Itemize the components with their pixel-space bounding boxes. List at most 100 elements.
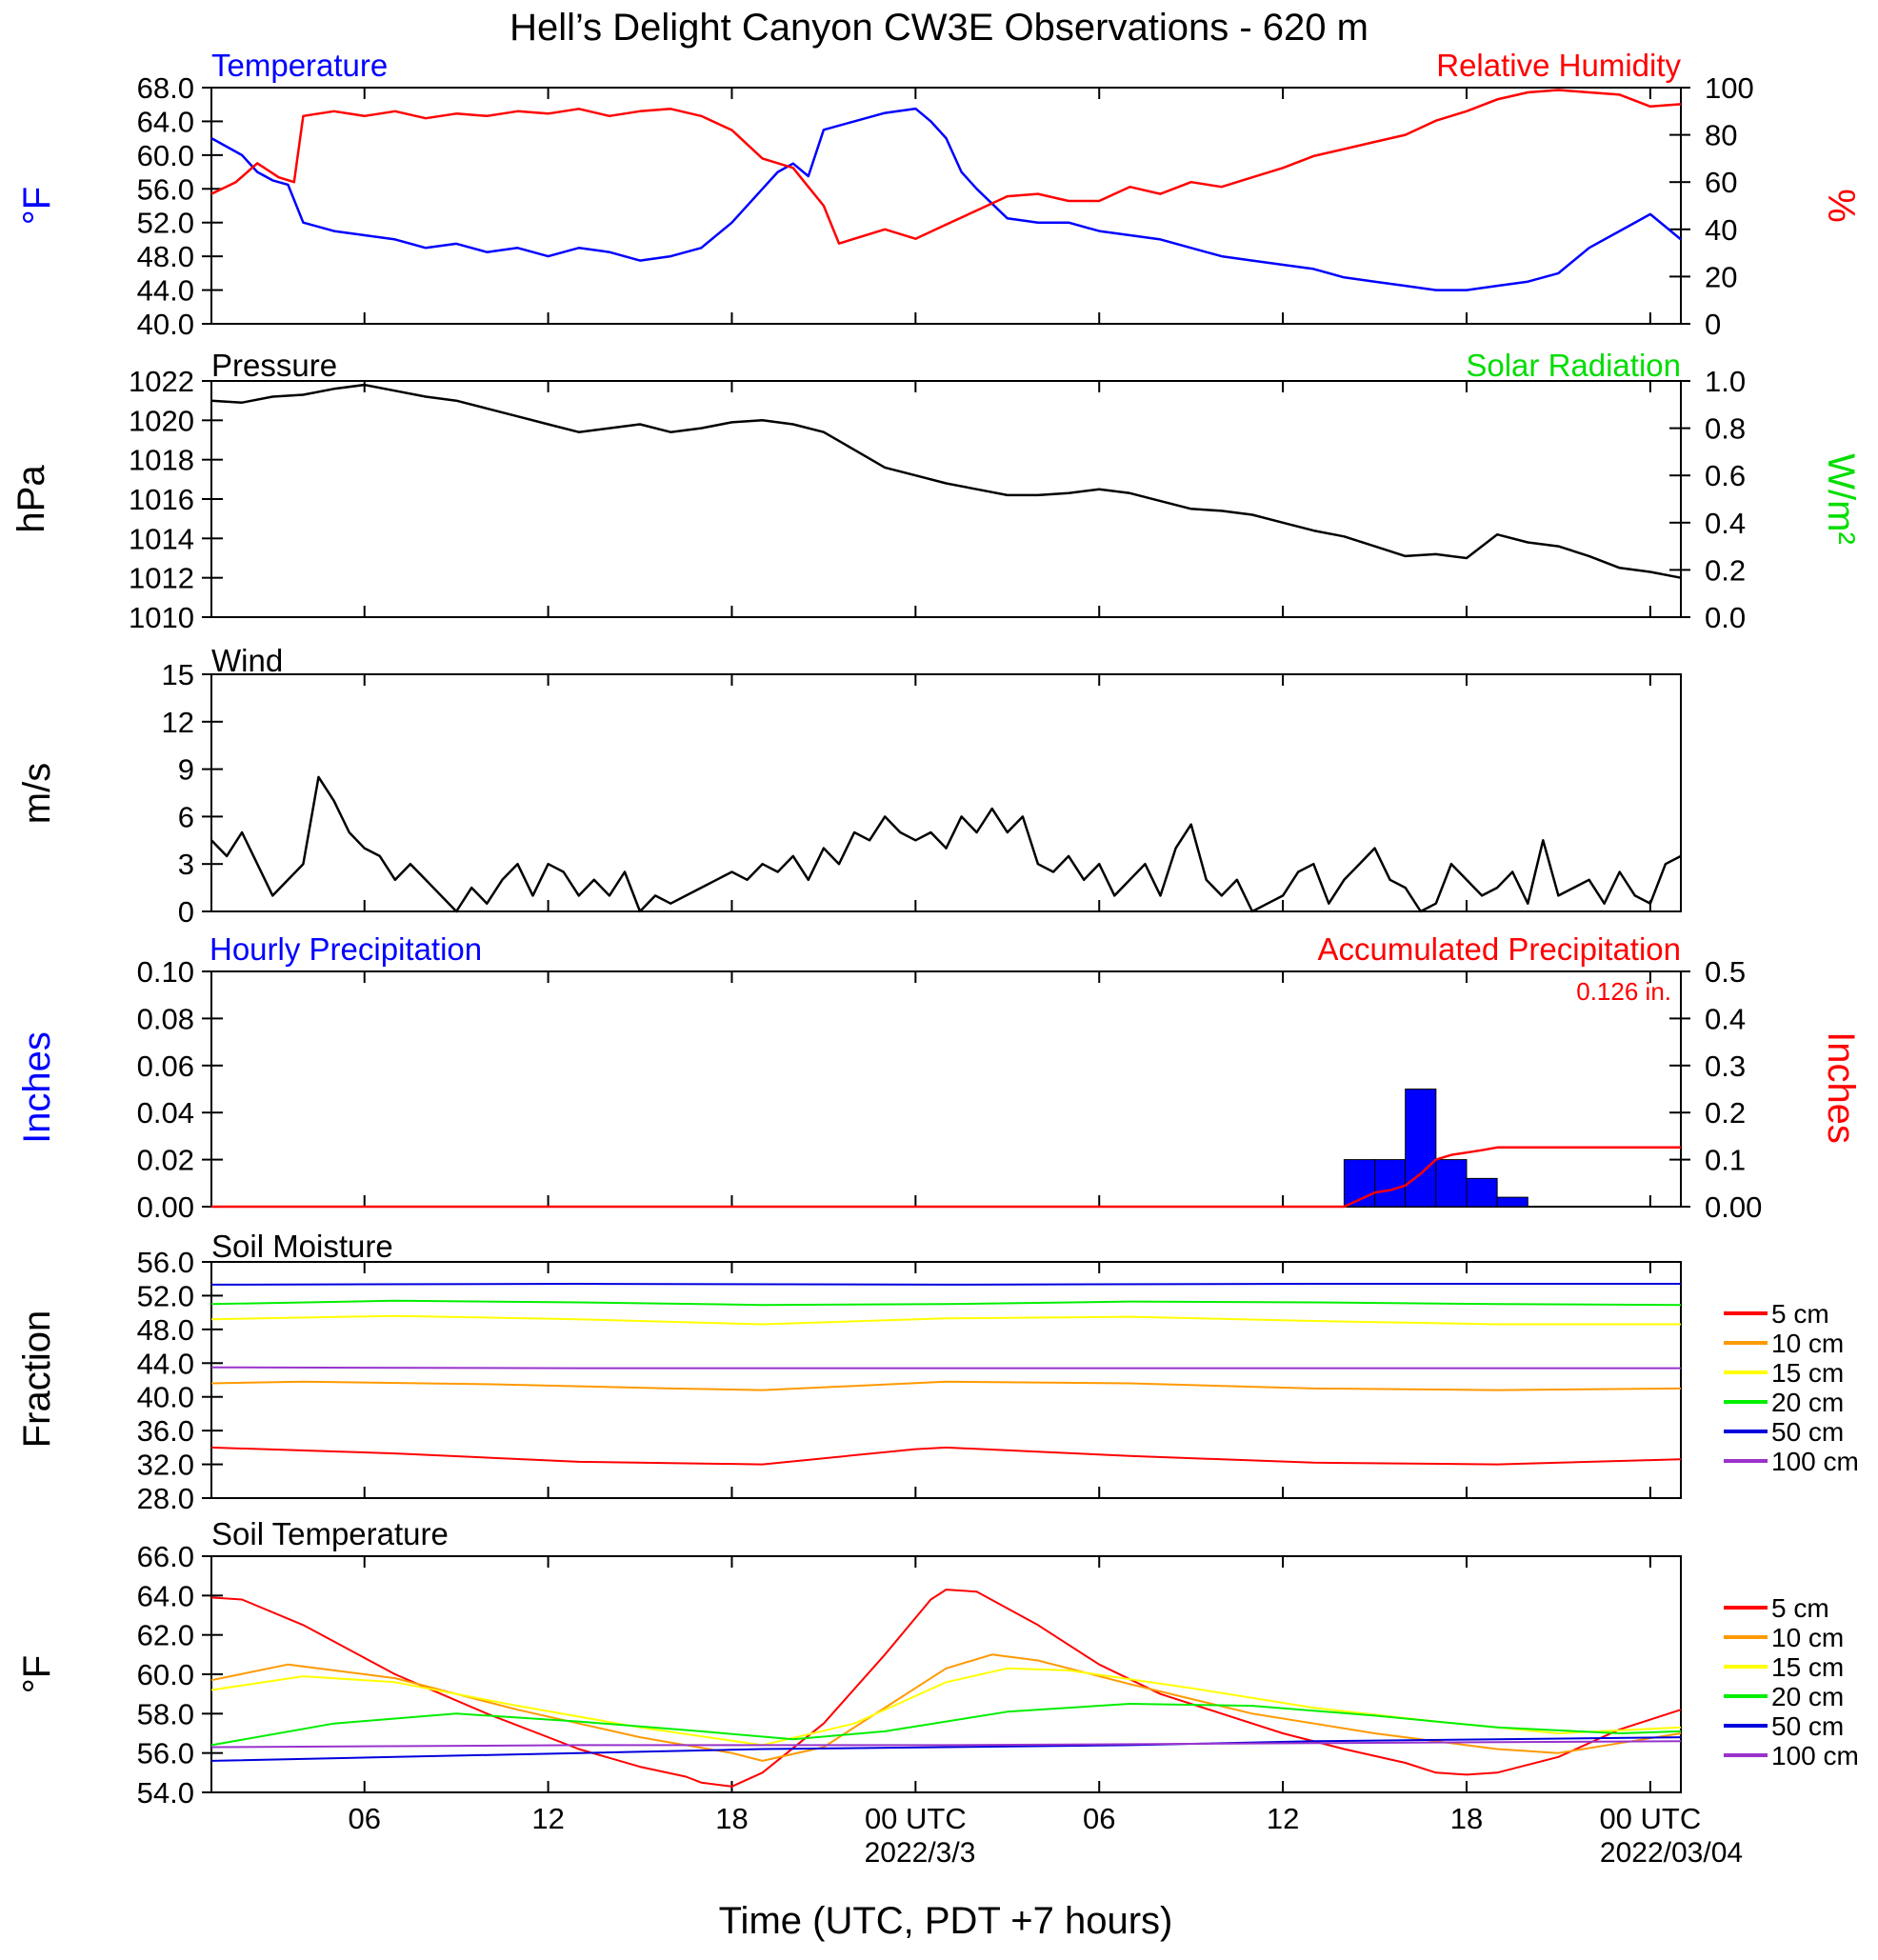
- time-tick-label: 06: [348, 1802, 380, 1835]
- y-left-tick-label: 1010: [129, 601, 194, 634]
- wind-panel: Wind m/s 0 3 6 9 12 15: [16, 643, 1682, 929]
- pressure-panel: Pressure Solar Radiation hPa W/m² 101010…: [10, 348, 1862, 634]
- y-left-tick-label: 56.0: [137, 172, 194, 206]
- wind-plot-content: 0 3 6 9 12 15: [162, 658, 1682, 929]
- series-line: [210, 1736, 1682, 1762]
- precip-bar: [1466, 1177, 1498, 1208]
- y-right-tick-label: 20: [1705, 260, 1737, 293]
- hourly-precip-title: Hourly Precipitation: [210, 931, 482, 967]
- precip-bar: [1405, 1089, 1437, 1208]
- y-left-tick-label: 64.0: [137, 1579, 194, 1612]
- y-left-tick-label: 48.0: [137, 1313, 194, 1347]
- series-line: [210, 107, 1682, 291]
- time-tick-label: 06: [1083, 1802, 1115, 1835]
- y-left-tick-label: 56.0: [137, 1246, 194, 1279]
- y-left-tick-label: 6: [178, 800, 194, 833]
- pressure-title: Pressure: [211, 348, 337, 383]
- y-left-tick-label: 66.0: [137, 1540, 194, 1573]
- y-left-tick-label: 28.0: [137, 1482, 194, 1515]
- y-left-tick-label: 64.0: [137, 105, 194, 138]
- y-left-tick-label: 1014: [129, 522, 194, 555]
- temperature-plot-content: 40.044.048.052.056.060.064.068.0 0 20 40 60 8…: [137, 71, 1754, 341]
- series-line: [210, 89, 1682, 245]
- y-left-tick-label: 40.0: [137, 1381, 194, 1414]
- y-left-tick-label: 54.0: [137, 1776, 194, 1810]
- legend-label: 100 cm: [1771, 1447, 1859, 1476]
- y-left-tick-label: 3: [178, 848, 194, 881]
- y-right-tick-label: 0.8: [1705, 412, 1746, 446]
- legend-label: 50 cm: [1771, 1711, 1844, 1741]
- temperature-plot-frame: [210, 87, 1682, 325]
- y-left-tick-label: 52.0: [137, 207, 194, 240]
- series-line: [210, 1283, 1681, 1286]
- humidity-y-label: %: [1820, 189, 1862, 223]
- y-right-tick-label: 0.4: [1705, 507, 1746, 540]
- y-right-tick-label: 0.6: [1705, 459, 1746, 492]
- y-left-tick-label: 1022: [129, 365, 194, 398]
- legend-label: 10 cm: [1771, 1329, 1844, 1358]
- y-left-tick-label: 0.00: [137, 1190, 194, 1224]
- y-left-tick-label: 52.0: [137, 1279, 194, 1312]
- pressure-plot-frame: [210, 380, 1682, 618]
- series-line: [210, 383, 1682, 579]
- soil-moisture-panel: Soil Moisture Fraction 28.032.036.040.04…: [16, 1229, 1859, 1515]
- y-left-tick-label: 48.0: [137, 240, 194, 273]
- y-left-tick-label: 0.08: [137, 1002, 194, 1035]
- precip-y-label-right: Inches: [1820, 1031, 1862, 1144]
- soil-moisture-title: Soil Moisture: [211, 1229, 393, 1264]
- soil-temperature-panel: Soil Temperature °F 54.0 56.0 58.0 60.0 62.0…: [16, 1516, 1859, 1810]
- y-left-tick-label: 0.02: [137, 1144, 194, 1177]
- legend-label: 15 cm: [1771, 1358, 1844, 1388]
- y-right-tick-label: 0.4: [1705, 1002, 1746, 1035]
- y-left-tick-label: 44.0: [137, 274, 194, 308]
- y-left-tick-label: 0.04: [137, 1096, 194, 1130]
- temperature-panel: Temperature Relative Humidity °F % 40.04…: [16, 48, 1862, 341]
- time-tick-label: 00 UTC: [865, 1802, 967, 1835]
- humidity-title: Relative Humidity: [1436, 48, 1681, 83]
- y-left-tick-label: 62.0: [137, 1619, 194, 1652]
- series-line: [211, 1146, 1681, 1209]
- y-left-tick-label: 9: [178, 753, 194, 787]
- y-left-tick-label: 40.0: [137, 308, 194, 341]
- y-left-tick-label: 56.0: [137, 1737, 194, 1770]
- series-line: [210, 1366, 1681, 1370]
- precip-y-label-left: Inches: [16, 1031, 58, 1144]
- time-tick-label: 18: [715, 1802, 748, 1835]
- x-axis-label: Time (UTC, PDT +7 hours): [719, 1900, 1173, 1942]
- y-left-tick-label: 1016: [129, 483, 194, 516]
- time-tick-label: 12: [531, 1802, 564, 1835]
- soil-temperature-y-label: °F: [16, 1655, 58, 1693]
- series-line: [210, 1653, 1682, 1762]
- y-left-tick-label: 0.06: [137, 1050, 194, 1083]
- y-left-tick-label: 60.0: [137, 1658, 194, 1691]
- series-line: [210, 1380, 1682, 1391]
- series-line: [210, 1703, 1682, 1747]
- y-left-tick-label: 58.0: [137, 1697, 194, 1730]
- date-label-1: 2022/3/3: [865, 1837, 976, 1869]
- legend-label: 20 cm: [1771, 1682, 1844, 1711]
- soil-temperature-title: Soil Temperature: [211, 1516, 449, 1551]
- pressure-y-label: hPa: [10, 465, 52, 533]
- precip-total-label: 0.126 in.: [1576, 977, 1671, 1006]
- y-right-tick-label: 1.0: [1705, 365, 1746, 398]
- legend-label: 20 cm: [1771, 1388, 1844, 1417]
- soil-moisture-plot-content: 28.032.036.040.044.048.052.056.0: [137, 1246, 1682, 1515]
- precip-plot-content: 0.00 0.02 0.04 0.06 0.08 0.10 0.00 0.1 0.2 0.3 0.4…: [137, 955, 1763, 1224]
- y-right-tick-label: 0.00: [1705, 1190, 1762, 1224]
- legend-label: 5 cm: [1771, 1299, 1829, 1329]
- legend-label: 10 cm: [1771, 1623, 1844, 1652]
- soil-temperature-plot-content: 54.0 56.0 58.0 60.0 62.0 64.0 66.0: [137, 1540, 1682, 1810]
- chart-title: Hell’s Delight Canyon CW3E Observations …: [509, 7, 1369, 49]
- date-label-2: 2022/03/04: [1600, 1837, 1743, 1869]
- series-line: [210, 1299, 1682, 1307]
- legend-label: 50 cm: [1771, 1417, 1844, 1447]
- time-tick-label: 12: [1267, 1802, 1299, 1835]
- y-left-tick-label: 44.0: [137, 1347, 194, 1380]
- legend-label: 100 cm: [1771, 1741, 1859, 1770]
- y-right-tick-label: 60: [1705, 166, 1737, 199]
- series-line: [210, 775, 1682, 913]
- y-left-tick-label: 68.0: [137, 71, 194, 105]
- y-right-tick-label: 40: [1705, 213, 1737, 247]
- series-line: [210, 1740, 1682, 1749]
